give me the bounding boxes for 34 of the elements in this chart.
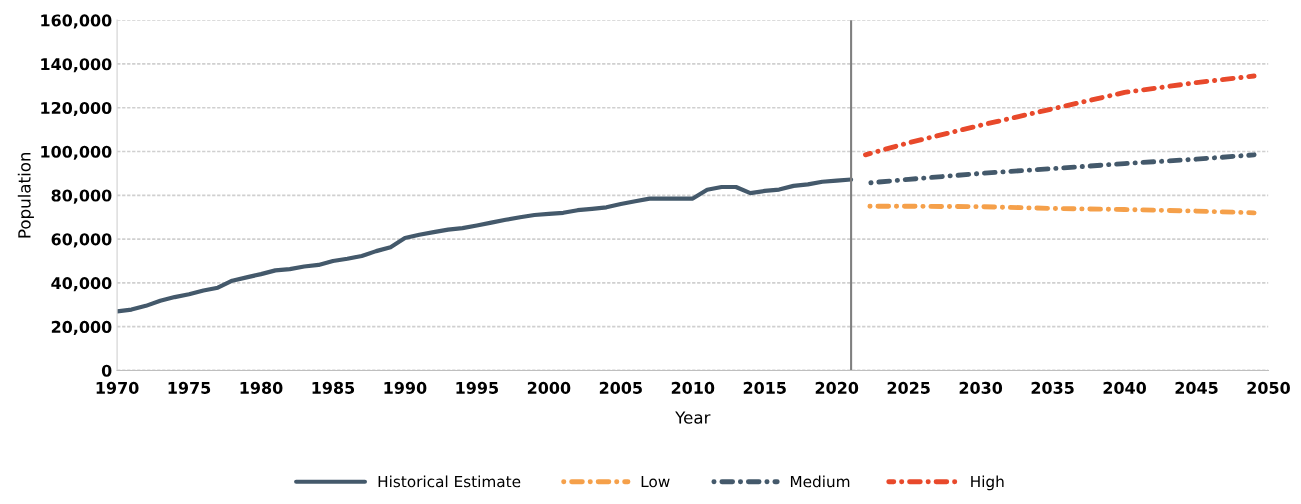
x-tick-label: 1990 [384, 381, 427, 394]
x-tick-label: 1985 [312, 381, 355, 394]
x-tick-label: 1980 [240, 381, 283, 394]
line-series [863, 73, 1257, 158]
y-tick-label: 0 [101, 364, 112, 377]
y-tick-label: 40,000 [51, 277, 112, 292]
x-tick-label: 1970 [96, 381, 139, 394]
legend-label: Historical Estimate [378, 475, 521, 488]
x-tick-label: 2015 [743, 381, 786, 394]
y-tick-label: 140,000 [41, 58, 112, 73]
x-tick-label: 2020 [815, 381, 859, 394]
line-series [117, 177, 854, 314]
x-tick-label: 2010 [671, 381, 715, 394]
y-tick-label: 100,000 [41, 145, 112, 160]
x-tick-label: 2025 [887, 381, 930, 394]
legend-label: Medium [790, 475, 850, 488]
y-axis-title: Population [17, 152, 34, 238]
x-axis-title: Year [675, 411, 711, 424]
x-tick-label: 2005 [599, 381, 642, 394]
x-tick-label: 2045 [1175, 381, 1218, 394]
y-tick-label: 60,000 [51, 233, 112, 248]
y-tick-label: 120,000 [41, 101, 112, 117]
legend-label: High [971, 475, 1004, 491]
y-tick-label: 20,000 [51, 320, 112, 335]
legend-label: Low [641, 475, 670, 488]
x-tick-label: 2030 [959, 381, 1003, 394]
x-tick-label: 1995 [456, 381, 499, 394]
x-tick-label: 2000 [527, 381, 571, 394]
x-tick-label: 2050 [1247, 381, 1290, 394]
x-tick-label: 2040 [1103, 381, 1147, 394]
y-tick-label: 80,000 [51, 189, 112, 204]
y-tick-label: 160,000 [41, 14, 112, 29]
x-tick-label: 2035 [1031, 381, 1074, 394]
x-tick-label: 1975 [168, 381, 211, 394]
